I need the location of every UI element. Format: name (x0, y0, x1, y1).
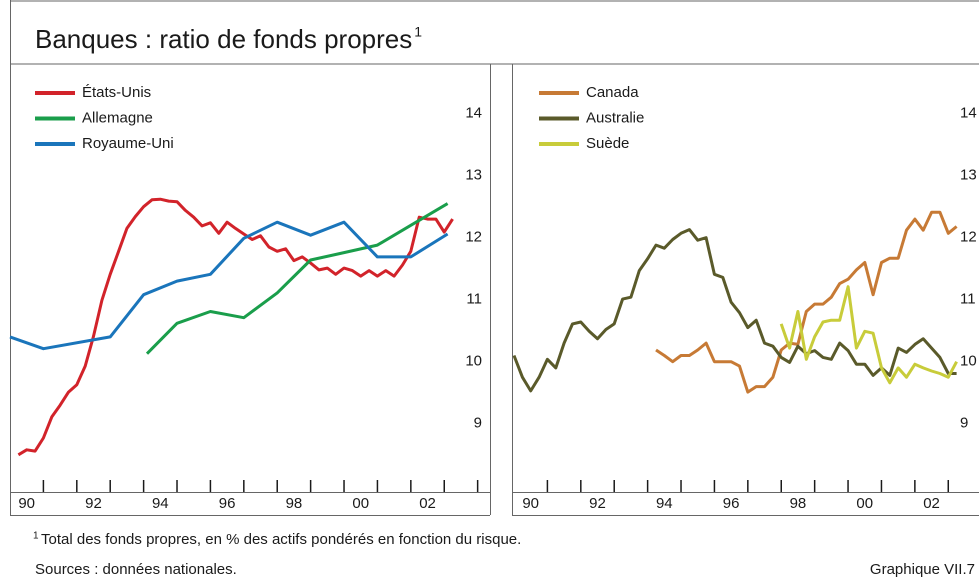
sources: Sources : données nationales. (35, 561, 237, 578)
footnote-marker: 1 (33, 531, 39, 542)
x-tick-label: 00 (856, 495, 873, 512)
x-tick-label: 02 (419, 495, 436, 512)
footnote: Total des fonds propres, en % des actifs… (41, 531, 521, 548)
data-line (779, 285, 958, 385)
x-tick-label: 90 (18, 495, 35, 512)
y-tick-label: 13 (960, 167, 977, 184)
y-tick-label: 11 (960, 291, 976, 308)
legend-label: États-Unis (82, 84, 151, 101)
x-tick-label: 92 (589, 495, 606, 512)
x-tick-label: 96 (219, 495, 236, 512)
y-tick-label: 13 (465, 167, 482, 184)
x-tick-label: 02 (923, 495, 940, 512)
data-line (512, 228, 957, 393)
data-line (9, 220, 449, 351)
y-tick-label: 10 (960, 353, 977, 370)
legend-label: Suède (586, 135, 629, 152)
legend-label: Canada (586, 84, 639, 101)
data-line (17, 197, 454, 457)
x-tick-label: 96 (723, 495, 740, 512)
legend-label: Royaume-Uni (82, 135, 174, 152)
data-line (655, 210, 958, 394)
x-tick-label: 94 (656, 495, 673, 512)
y-tick-label: 10 (465, 353, 482, 370)
legend-label: Australie (586, 109, 644, 126)
chart-title: Banques : ratio de fonds propres (35, 24, 412, 54)
data-line (145, 202, 449, 355)
y-tick-label: 9 (960, 415, 968, 432)
legend-label: Allemagne (82, 109, 153, 126)
y-tick-label: 11 (466, 291, 482, 308)
x-tick-label: 98 (286, 495, 303, 512)
x-tick-label: 94 (152, 495, 169, 512)
x-tick-label: 90 (522, 495, 539, 512)
y-tick-label: 14 (960, 105, 977, 122)
title-note: 1 (414, 24, 422, 40)
y-tick-label: 9 (474, 415, 482, 432)
figure-label: Graphique VII.7 (870, 561, 975, 578)
y-tick-label: 12 (960, 229, 977, 246)
x-tick-label: 98 (790, 495, 807, 512)
y-tick-label: 12 (465, 229, 482, 246)
x-tick-label: 92 (85, 495, 102, 512)
x-tick-label: 00 (352, 495, 369, 512)
y-tick-label: 14 (465, 105, 482, 122)
